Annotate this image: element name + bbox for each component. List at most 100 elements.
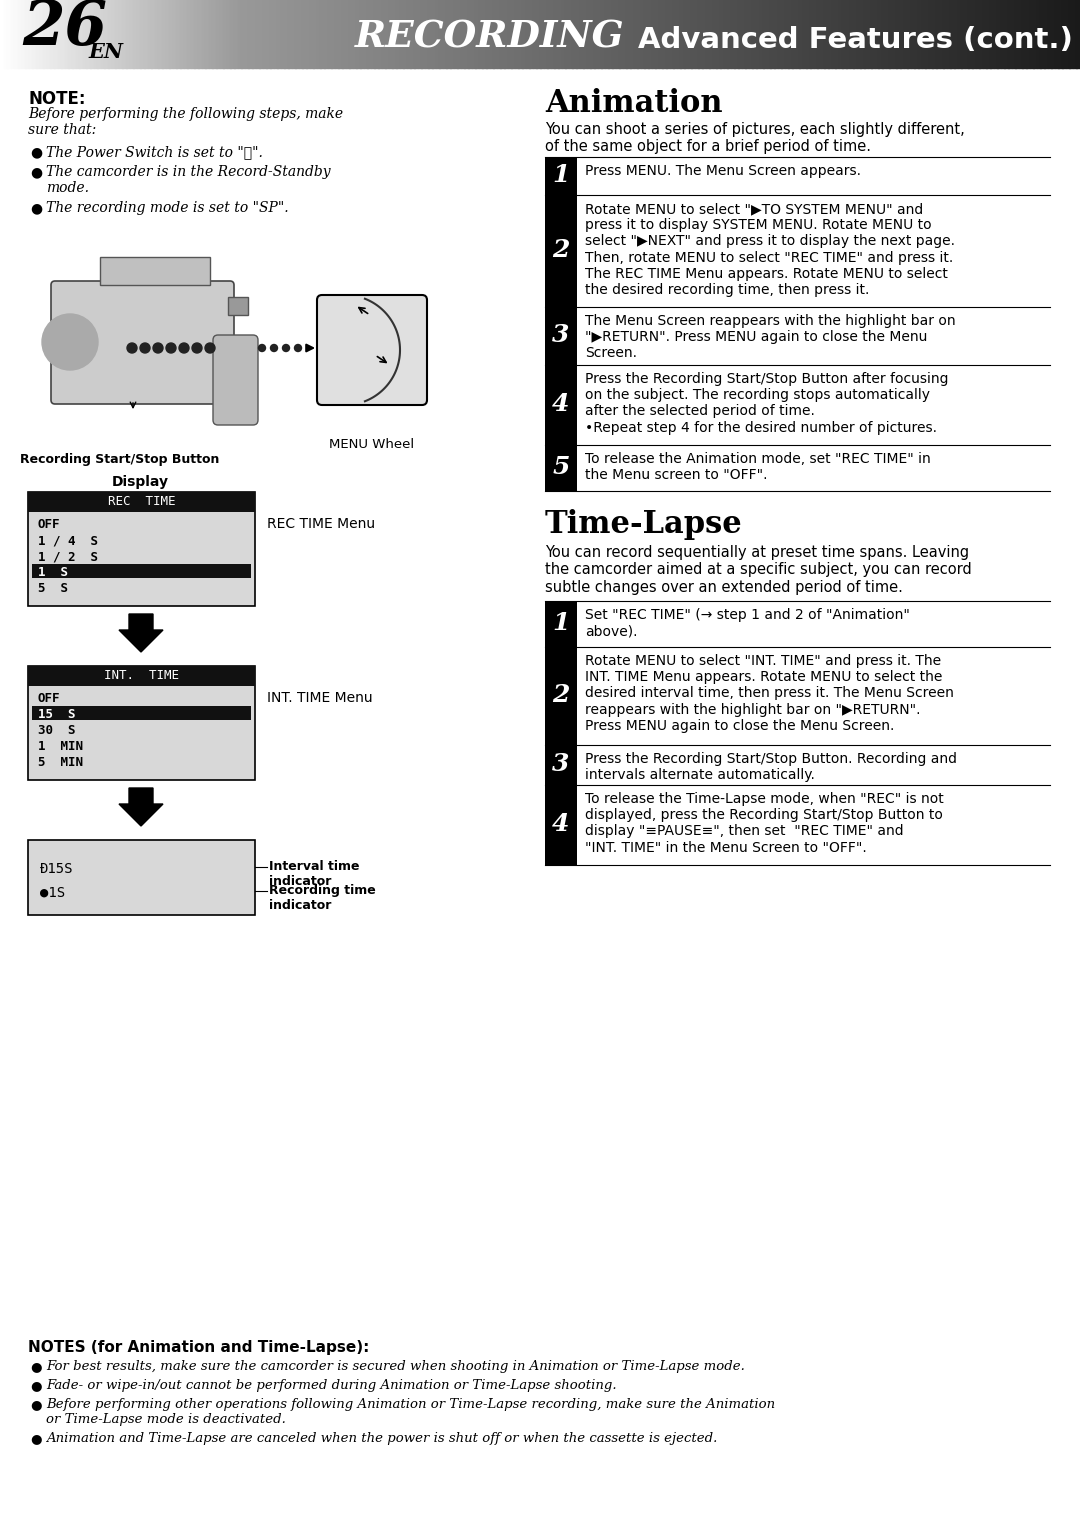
Bar — [964, 0, 969, 67]
Bar — [284, 0, 288, 67]
Circle shape — [60, 332, 80, 352]
Text: Fade- or wipe-in/out cannot be performed during Animation or Time-Lapse shooting: Fade- or wipe-in/out cannot be performed… — [46, 1379, 617, 1391]
Bar — [105, 0, 108, 67]
Text: Animation: Animation — [545, 89, 723, 119]
Bar — [545, 647, 577, 745]
Text: Animation and Time-Lapse are canceled when the power is shut off or when the cas: Animation and Time-Lapse are canceled wh… — [46, 1433, 717, 1445]
Bar — [597, 0, 602, 67]
Bar — [680, 0, 685, 67]
Bar — [489, 0, 494, 67]
Circle shape — [270, 344, 278, 352]
Bar — [813, 0, 818, 67]
Text: To release the Time-Lapse mode, when "REC" is not
displayed, press the Recording: To release the Time-Lapse mode, when "RE… — [585, 792, 944, 855]
Text: 1  S: 1 S — [38, 566, 68, 579]
Bar — [0, 0, 4, 67]
Text: 5  S: 5 S — [38, 583, 68, 595]
Text: 2: 2 — [552, 683, 569, 706]
Bar — [940, 0, 944, 67]
Bar — [154, 0, 159, 67]
Bar — [241, 0, 245, 67]
Bar — [252, 0, 256, 67]
Bar — [3, 0, 8, 67]
Bar — [910, 0, 915, 67]
Bar — [386, 0, 389, 67]
Bar — [526, 0, 529, 67]
Polygon shape — [119, 787, 163, 826]
Bar — [111, 0, 116, 67]
Bar — [656, 0, 659, 67]
Bar — [360, 0, 364, 67]
Bar — [907, 0, 912, 67]
Bar — [51, 0, 54, 67]
Bar — [1069, 0, 1074, 67]
Bar — [29, 0, 32, 67]
Bar — [562, 0, 566, 67]
Bar — [961, 0, 966, 67]
Bar — [580, 0, 583, 67]
Text: 4: 4 — [552, 391, 569, 416]
Bar — [867, 0, 872, 67]
Bar — [122, 0, 126, 67]
Bar — [770, 0, 774, 67]
Bar — [494, 0, 497, 67]
Circle shape — [166, 342, 176, 353]
Bar — [327, 0, 332, 67]
Bar — [738, 0, 742, 67]
Text: ●: ● — [30, 145, 42, 159]
Bar — [230, 0, 234, 67]
Bar — [994, 0, 998, 67]
Bar — [454, 0, 458, 67]
Bar — [659, 0, 663, 67]
Bar — [478, 0, 483, 67]
Bar — [583, 0, 588, 67]
Circle shape — [179, 342, 189, 353]
Bar — [302, 0, 307, 67]
Text: 5: 5 — [552, 456, 569, 479]
Bar — [522, 0, 526, 67]
Circle shape — [205, 342, 215, 353]
Text: 15  S: 15 S — [38, 708, 76, 722]
Bar — [446, 0, 450, 67]
Bar — [234, 0, 238, 67]
Bar — [299, 0, 302, 67]
Bar — [396, 0, 400, 67]
Bar — [270, 0, 274, 67]
Text: Display: Display — [111, 476, 168, 489]
Bar — [28, 492, 255, 512]
Bar — [14, 0, 18, 67]
Circle shape — [42, 313, 98, 370]
Bar — [100, 0, 105, 67]
Bar — [694, 0, 699, 67]
Text: Before performing other operations following Animation or Time-Lapse recording, : Before performing other operations follo… — [46, 1398, 775, 1427]
Bar — [144, 0, 148, 67]
Bar — [677, 0, 680, 67]
Text: For best results, make sure the camcorder is secured when shooting in Animation : For best results, make sure the camcorde… — [46, 1359, 745, 1373]
Bar — [180, 0, 184, 67]
Bar — [850, 0, 853, 67]
Bar — [932, 0, 936, 67]
Bar — [28, 839, 255, 914]
Bar — [32, 0, 37, 67]
Bar — [259, 0, 264, 67]
Text: Recording time
indicator: Recording time indicator — [269, 884, 376, 911]
Bar — [68, 0, 72, 67]
Bar — [900, 0, 904, 67]
Text: RECORDING: RECORDING — [355, 18, 624, 57]
Bar — [54, 0, 58, 67]
Bar — [83, 0, 86, 67]
Bar — [688, 0, 691, 67]
Bar — [856, 0, 861, 67]
Bar — [929, 0, 933, 67]
Bar — [742, 0, 745, 67]
Bar — [878, 0, 882, 67]
Bar — [468, 0, 472, 67]
Bar — [22, 0, 26, 67]
Bar — [767, 0, 771, 67]
Bar — [548, 0, 551, 67]
Bar — [486, 0, 490, 67]
Bar — [997, 0, 1001, 67]
Bar — [764, 0, 767, 67]
Bar — [594, 0, 598, 67]
Bar — [248, 0, 253, 67]
Bar — [332, 0, 335, 67]
